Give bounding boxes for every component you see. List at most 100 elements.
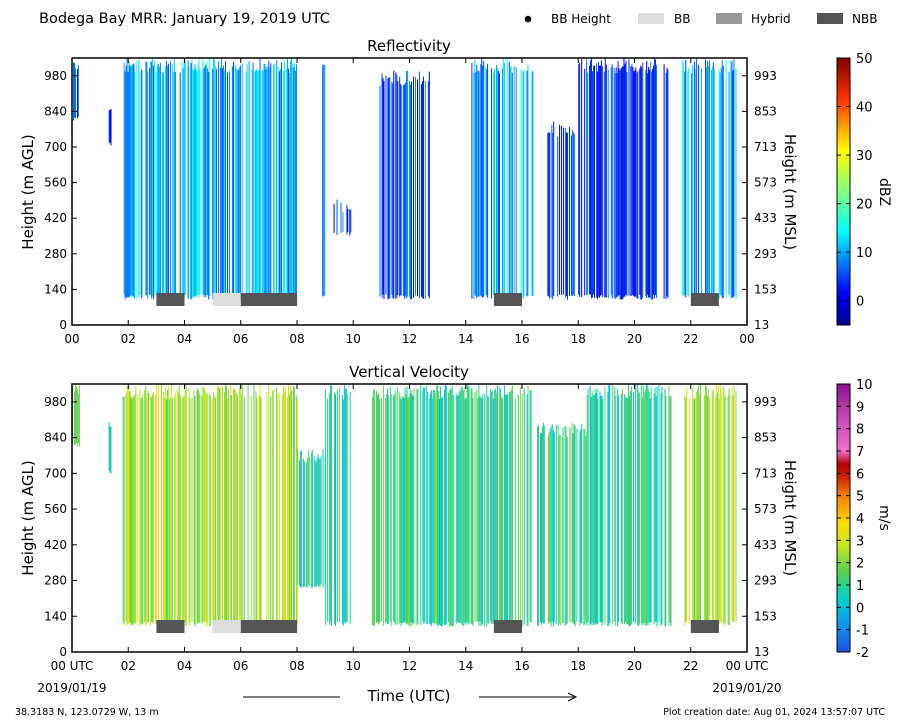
echo-column-2 bbox=[173, 397, 175, 626]
echo-column-5 bbox=[514, 398, 516, 627]
echo-column-10 bbox=[732, 70, 734, 298]
echo-column-5 bbox=[407, 71, 409, 297]
echo-column-2 bbox=[260, 396, 262, 624]
y-tick-right-label: 853 bbox=[754, 431, 777, 445]
echo-column-8 bbox=[649, 69, 651, 298]
echo-column-6 bbox=[571, 422, 573, 623]
echo-column-8 bbox=[597, 62, 599, 297]
echo-column-8 bbox=[624, 63, 626, 297]
echo-column-5 bbox=[433, 389, 435, 624]
echo-column-8 bbox=[610, 67, 612, 295]
echo-column-10 bbox=[712, 62, 714, 298]
echo-column-2 bbox=[220, 67, 222, 296]
echo-column-2 bbox=[220, 386, 222, 623]
echo-column-7 bbox=[595, 393, 597, 624]
echo-column-10 bbox=[683, 63, 685, 296]
echo-column-6 bbox=[581, 423, 583, 624]
echo-column-2 bbox=[207, 393, 209, 623]
echo-column-2 bbox=[131, 65, 133, 298]
echo-column-4 bbox=[336, 199, 338, 235]
echo-column-5 bbox=[403, 397, 405, 622]
echo-column-2 bbox=[203, 68, 205, 297]
echo-column-7 bbox=[661, 386, 663, 625]
echo-column-5 bbox=[406, 70, 408, 299]
echo-column-8 bbox=[647, 73, 649, 295]
echo-column-5 bbox=[392, 83, 394, 299]
echo-column-8 bbox=[706, 396, 708, 622]
echo-column-2 bbox=[166, 66, 168, 297]
y-tick-label: 0 bbox=[59, 318, 67, 332]
echo-column-2 bbox=[259, 58, 261, 299]
echo-column-6 bbox=[509, 67, 511, 299]
echo-column-5 bbox=[519, 387, 521, 622]
echo-column-7 bbox=[569, 127, 570, 296]
echo-column-2 bbox=[135, 386, 137, 626]
echo-column-2 bbox=[187, 60, 189, 300]
echo-column-5 bbox=[492, 390, 494, 624]
echo-column-7 bbox=[552, 132, 554, 300]
echo-column-7 bbox=[643, 392, 645, 623]
echo-column-2 bbox=[273, 63, 275, 300]
echo-column-2 bbox=[193, 390, 195, 624]
colorbar-tick-label: 6 bbox=[856, 467, 864, 482]
echo-column-2 bbox=[231, 66, 233, 299]
echo-column-7 bbox=[637, 390, 639, 627]
echo-column-2 bbox=[210, 395, 212, 627]
echo-column-5 bbox=[517, 395, 519, 625]
echo-column-10 bbox=[705, 59, 706, 300]
echo-column-1 bbox=[110, 108, 112, 146]
echo-column-8 bbox=[598, 65, 600, 298]
echo-column-7 bbox=[589, 385, 591, 626]
echo-column-7 bbox=[557, 136, 559, 297]
echo-column-5 bbox=[434, 389, 436, 625]
echo-column-7 bbox=[634, 384, 636, 624]
echo-column-8 bbox=[733, 385, 735, 623]
echo-column-2 bbox=[206, 61, 208, 295]
echo-column-5 bbox=[405, 82, 407, 296]
reflectivity-ylabel: Height (m AGL) bbox=[19, 134, 37, 249]
echo-column-5 bbox=[461, 386, 463, 626]
echo-column-5 bbox=[373, 389, 375, 626]
echo-column-2 bbox=[173, 58, 175, 296]
echo-column-5 bbox=[510, 388, 512, 626]
x-tick-label: 04 bbox=[177, 332, 192, 346]
echo-column-8 bbox=[685, 397, 687, 622]
echo-column-10 bbox=[721, 60, 723, 299]
echo-column-2 bbox=[165, 387, 166, 624]
echo-column-2 bbox=[178, 385, 180, 623]
echo-column-1 bbox=[108, 110, 110, 144]
echo-column-9 bbox=[666, 67, 668, 297]
echo-column-5 bbox=[527, 385, 529, 626]
x-tick-label: 12 bbox=[402, 659, 417, 673]
echo-column-8 bbox=[684, 395, 686, 626]
echo-column-2 bbox=[188, 387, 190, 627]
bb-class-box-0 bbox=[156, 293, 185, 306]
echo-column-8 bbox=[579, 62, 581, 297]
echo-column-2 bbox=[228, 71, 230, 295]
echo-column-6 bbox=[576, 428, 578, 622]
x-tick-label: 02 bbox=[121, 332, 136, 346]
y-tick-label: 840 bbox=[44, 104, 67, 118]
echo-column-8 bbox=[699, 394, 700, 625]
echo-column-6 bbox=[558, 435, 560, 624]
echo-column-5 bbox=[506, 394, 507, 625]
echo-column-2 bbox=[132, 396, 134, 626]
echo-column-2 bbox=[147, 389, 149, 623]
echo-column-6 bbox=[515, 67, 517, 296]
echo-column-5 bbox=[448, 390, 450, 627]
echo-column-6 bbox=[547, 435, 549, 625]
echo-column-8 bbox=[594, 65, 595, 298]
echo-column-7 bbox=[551, 124, 553, 298]
echo-column-0 bbox=[77, 393, 79, 443]
echo-column-2 bbox=[151, 62, 153, 299]
echo-column-2 bbox=[147, 71, 149, 299]
echo-column-5 bbox=[523, 388, 525, 625]
echo-column-10 bbox=[735, 68, 737, 299]
echo-column-8 bbox=[724, 396, 726, 624]
echo-column-8 bbox=[735, 390, 737, 622]
echo-column-2 bbox=[154, 60, 156, 297]
echo-column-5 bbox=[459, 390, 461, 623]
echo-column-6 bbox=[483, 60, 485, 297]
y-tick-label: 140 bbox=[44, 282, 67, 296]
echo-column-5 bbox=[401, 85, 403, 296]
